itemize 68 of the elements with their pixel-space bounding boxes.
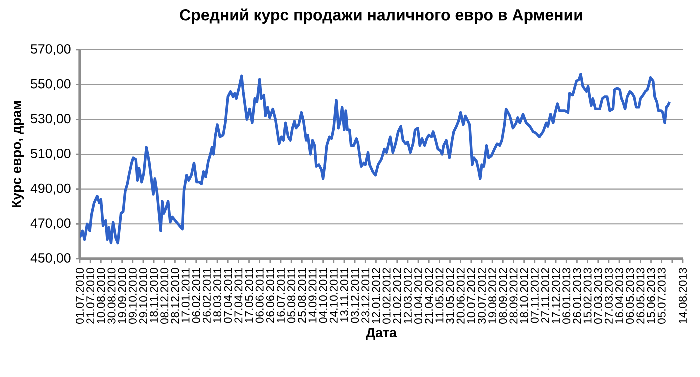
x-tick-label: 25.08.2011 [298,268,306,324]
x-tick-label: 27.11.2012 [541,268,550,324]
x-tick-label: 19.08.2012 [488,268,497,324]
y-tick-label: 530,00 [31,114,71,126]
x-tick-label: 01.02.2012 [382,268,391,324]
y-tick-label: 550,00 [31,79,71,90]
x-tick-label: 19.09.2010 [118,268,126,324]
x-tick-label: 26.01.2013 [573,268,582,324]
y-tick-label: 570,00 [31,44,71,56]
x-tick-label: 08.09.2012 [499,268,508,324]
x-tick-label: 28.09.2012 [510,268,518,324]
x-tick-label: 12.01.2012 [372,268,380,324]
x-tick-label: 27.04.2011 [234,268,243,324]
x-tick-label: 17.12.2012 [552,268,560,324]
x-tick-label: 21.04.2012 [425,268,434,324]
x-tick-label: 28.12.2010 [171,268,180,324]
x-tick-label: 06.02.2011 [192,268,200,324]
x-tick-label: 13.11.2011 [340,268,348,322]
x-tick-label: 10.07.2012 [467,268,476,324]
x-tick-label: 18.11.2010 [150,268,158,323]
y-axis-title: Курс евро, драм [12,102,24,208]
x-tick-label: 30.07.2012 [478,268,486,324]
x-tick-label: 10.08.2010 [97,268,106,324]
x-tick-label: 31.05.2012 [446,268,454,324]
y-tick-label: 490,00 [30,184,71,195]
x-tick-label: 21.02.2012 [393,268,402,324]
y-tick-label: 450,00 [30,253,71,265]
x-tick-label: 29.10.2010 [139,268,148,324]
x-axis-title: Дата [366,328,398,340]
x-tick-label: 01.04.2012 [414,268,423,324]
x-tick-label: 06.05.2013 [626,268,634,324]
x-tick-label: 11.05.2012 [436,268,444,323]
x-tick-label: 18.10.2012 [520,268,528,324]
x-tick-label: 18.03.2011 [214,268,222,323]
x-tick-label: 14.09.2011 [308,268,317,323]
x-tick-label: 26.06.2011 [266,268,274,324]
x-tick-label: 23.12.2011 [362,268,370,324]
x-tick-label: 05.08.2011 [288,268,296,324]
x-tick-label: 17.05.2011 [245,268,254,323]
line-series [80,73,672,245]
x-tick-label: 07.11.2012 [530,268,539,324]
x-tick-label: 14.08.2013 [678,268,688,324]
x-tick-label: 15.02.2013 [584,268,592,324]
x-tick-label: 03.12.2011 [351,268,360,324]
y-tick-label: 470,00 [30,218,71,230]
x-tick-label: 21.07.2010 [86,268,95,324]
x-tick-label: 12.03.2012 [404,268,412,324]
chart-title: Средний курс продажи наличного евро в Армении [180,8,582,24]
x-tick-label: 05.07.2013 [658,268,666,324]
x-tick-label: 07.04.2011 [224,268,232,324]
x-tick-label: 30.08.2010 [108,268,116,324]
x-tick-label: 16.07.2011 [277,268,286,323]
x-tick-label: 24.10.2011 [330,268,338,324]
x-tick-label: 27.03.2013 [604,268,613,324]
x-tick-label: 26.02.2011 [202,268,211,324]
x-tick-label: 08.12.2010 [160,268,169,324]
x-tick-label: 17.01.2011 [182,268,190,323]
x-tick-label: 20.06.2012 [456,268,465,324]
x-tick-label: 06.01.2013 [562,268,571,324]
x-tick-label: 26.05.2013 [636,268,645,324]
x-tick-label: 09.10.2010 [128,268,137,324]
y-tick-label: 510,00 [31,148,71,160]
x-tick-label: 04.10.2011 [319,268,328,324]
x-tick-label: 15.06.2013 [647,268,656,324]
x-tick-label: 06.06.2011 [256,268,264,324]
x-tick-label: 16.04.2013 [616,268,624,324]
x-tick-label: 01.07.2010 [76,268,84,324]
x-tick-label: 07.03.2013 [594,268,602,324]
